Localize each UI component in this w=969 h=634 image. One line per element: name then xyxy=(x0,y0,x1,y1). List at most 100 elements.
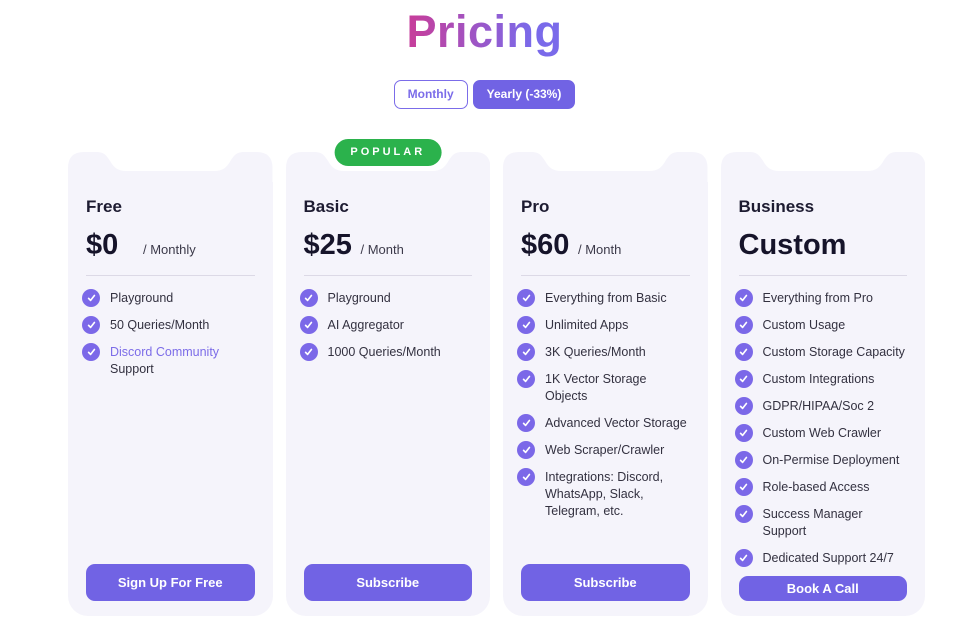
feature-text: Custom Usage xyxy=(762,317,846,332)
feature-text: Role-based Access xyxy=(762,479,870,494)
feature-text-wrap: Success Manager Support xyxy=(763,505,908,540)
feature-item: Unlimited Apps xyxy=(517,315,690,334)
divider xyxy=(521,274,690,276)
feature-text-wrap: Role-based Access xyxy=(763,478,870,496)
feature-item: Integrations: Discord, WhatsApp, Slack, … xyxy=(517,467,690,520)
feature-item: Web Scraper/Crawler xyxy=(517,440,690,459)
feature-item: Custom Usage xyxy=(734,315,908,334)
plan-billing-period: / Month xyxy=(360,241,404,257)
card-top-shape xyxy=(68,151,273,182)
feature-text-wrap: Custom Storage Capacity xyxy=(763,343,905,361)
feature-text: Playground xyxy=(110,290,174,305)
feature-item: Custom Integrations xyxy=(734,369,908,388)
card-top-shape xyxy=(720,151,925,182)
cta-button-business[interactable]: Book A Call xyxy=(738,575,907,601)
pricing-card-free: Free $0 / Monthly Playground xyxy=(68,151,273,616)
divider xyxy=(86,274,255,276)
check-icon xyxy=(82,342,100,361)
feature-text-wrap: Advanced Vector Storage xyxy=(545,414,687,432)
feature-text-wrap: Unlimited Apps xyxy=(545,316,628,334)
feature-text: Custom Integrations xyxy=(762,371,875,386)
check-icon xyxy=(517,413,535,432)
feature-text-wrap: Discord Community Support xyxy=(110,343,255,378)
check-icon xyxy=(517,342,535,361)
feature-text: Integrations: Discord, WhatsApp, Slack, … xyxy=(545,469,664,518)
check-icon xyxy=(734,423,753,442)
check-icon xyxy=(299,315,318,334)
feature-item: Discord Community Support xyxy=(82,342,255,378)
feature-item: Playground xyxy=(82,288,255,307)
check-icon xyxy=(299,342,318,361)
feature-text-wrap: AI Aggregator xyxy=(328,316,404,334)
feature-text: Everything from Pro xyxy=(762,290,873,305)
feature-text-wrap: Everything from Pro xyxy=(763,289,873,307)
feature-item: Success Manager Support xyxy=(734,504,908,540)
feature-text-wrap: Custom Usage xyxy=(763,316,846,334)
card-body: Basic $25 / Month Playground xyxy=(285,181,490,616)
plan-price: Custom xyxy=(738,228,847,261)
divider xyxy=(738,274,907,276)
check-icon xyxy=(734,315,753,334)
feature-item: Custom Storage Capacity xyxy=(734,342,908,361)
check-icon xyxy=(299,288,318,307)
check-icon xyxy=(517,440,535,459)
feature-item: Dedicated Support 24/7 xyxy=(734,548,908,567)
check-icon xyxy=(734,396,753,415)
cta-button-basic[interactable]: Subscribe xyxy=(303,563,472,601)
feature-text: Everything from Basic xyxy=(545,290,667,305)
yearly-button[interactable]: Yearly (-33%) xyxy=(472,79,576,109)
feature-item: GDPR/HIPAA/Soc 2 xyxy=(734,396,908,415)
features-list: Everything from Pro Custom Usage xyxy=(734,288,908,576)
feature-text-wrap: Everything from Basic xyxy=(545,289,667,307)
popular-badge: POPULAR xyxy=(334,138,442,166)
feature-item: On-Permise Deployment xyxy=(734,450,908,469)
check-icon xyxy=(517,288,535,307)
feature-text: GDPR/HIPAA/Soc 2 xyxy=(762,398,875,413)
plan-name: Basic xyxy=(303,196,349,216)
plan-name: Free xyxy=(86,196,122,216)
feature-text: Success Manager Support xyxy=(762,506,863,538)
plan-price-row: $25 / Month xyxy=(304,229,473,262)
feature-text-wrap: Web Scraper/Crawler xyxy=(545,441,664,459)
plan-price: $25 xyxy=(303,228,352,261)
pricing-cards-row: Free $0 / Monthly Playground xyxy=(68,138,925,616)
check-icon xyxy=(734,504,753,523)
feature-text: Unlimited Apps xyxy=(545,317,629,332)
features-list: Playground 50 Queries/Month xyxy=(82,288,255,387)
feature-item: Everything from Pro xyxy=(734,288,908,307)
check-icon xyxy=(734,369,753,388)
feature-text: Custom Web Crawler xyxy=(762,425,882,440)
pricing-card-pro: Pro $60 / Month Everything from Basic xyxy=(503,151,708,616)
page-title: Pricing xyxy=(0,0,969,57)
feature-text-wrap: Playground xyxy=(328,289,391,307)
feature-text: On-Permise Deployment xyxy=(762,452,900,467)
feature-text-wrap: On-Permise Deployment xyxy=(763,451,900,469)
check-icon xyxy=(82,288,100,307)
feature-text: 1K Vector Storage Objects xyxy=(545,371,647,403)
feature-text: Advanced Vector Storage xyxy=(545,415,687,430)
check-icon xyxy=(734,288,753,307)
feature-item: 3K Queries/Month xyxy=(517,342,690,361)
feature-text-wrap: Integrations: Discord, WhatsApp, Slack, … xyxy=(545,468,690,520)
cta-button-pro[interactable]: Subscribe xyxy=(521,563,690,601)
divider xyxy=(303,274,472,276)
card-body: Business Custom Everything from Pro xyxy=(720,181,925,616)
feature-item: AI Aggregator xyxy=(299,315,473,334)
feature-item: Everything from Basic xyxy=(517,288,690,307)
page-title-text: Pricing xyxy=(406,6,563,57)
features-list: Everything from Basic Unlimited Apps xyxy=(517,288,690,529)
feature-text: Dedicated Support 24/7 xyxy=(762,550,894,565)
card-body: Free $0 / Monthly Playground xyxy=(68,181,273,616)
feature-text-wrap: 3K Queries/Month xyxy=(545,343,646,361)
cta-button-free[interactable]: Sign Up For Free xyxy=(86,563,255,601)
plan-name: Pro xyxy=(521,196,550,216)
check-icon xyxy=(517,369,535,388)
feature-text-secondary: Support xyxy=(110,361,154,376)
plan-name: Business xyxy=(738,196,815,216)
check-icon xyxy=(734,477,753,496)
plan-price: $60 xyxy=(521,228,570,261)
monthly-button[interactable]: Monthly xyxy=(393,79,468,109)
check-icon xyxy=(82,315,100,334)
feature-item: Role-based Access xyxy=(734,477,908,496)
